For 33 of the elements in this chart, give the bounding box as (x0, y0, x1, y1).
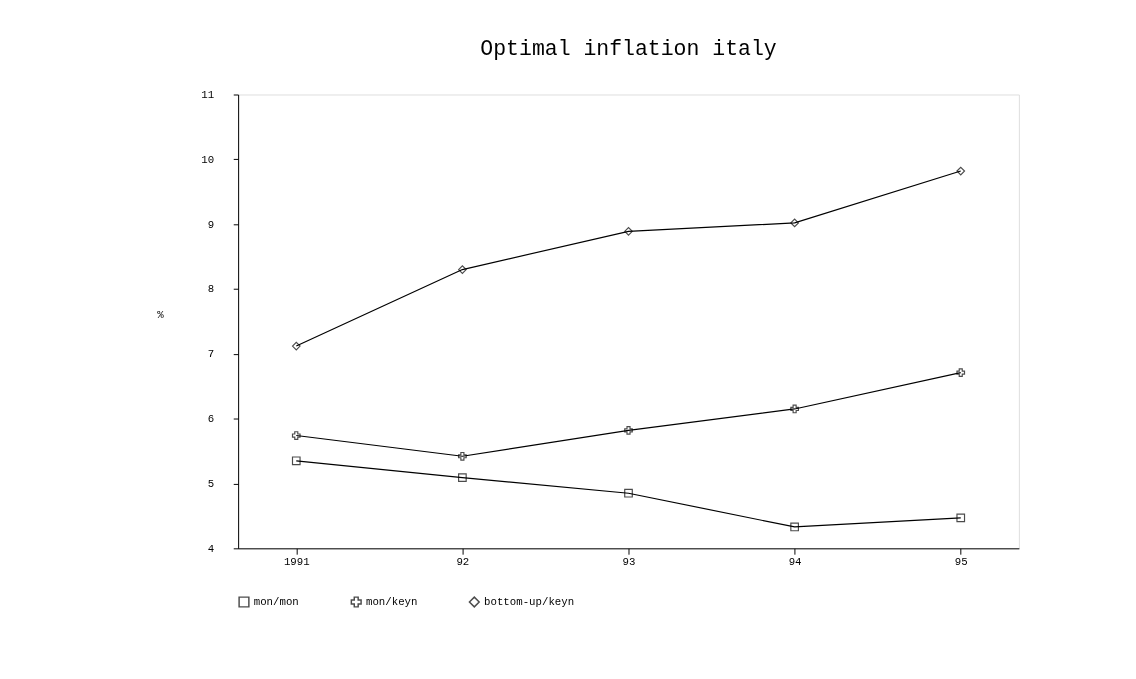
legend-label: mon/mon (253, 595, 299, 608)
point (956, 166, 966, 176)
point (458, 473, 467, 483)
point (458, 265, 467, 274)
point (291, 431, 301, 440)
y-tick-label: 6 (207, 413, 215, 426)
x-tick-label: 92 (456, 556, 470, 569)
point (790, 218, 799, 228)
point (624, 488, 633, 498)
y-tick-label: 9 (207, 218, 215, 231)
y-tick-label: 11 (201, 88, 215, 101)
legend-label: mon/keyn (365, 595, 418, 608)
y-tick-label: 7 (207, 348, 215, 361)
point (790, 404, 799, 414)
point (458, 451, 467, 461)
y-tick-label: 4 (207, 542, 215, 555)
x-tick-label: 1991 (283, 556, 310, 569)
point (291, 456, 301, 466)
point (956, 368, 966, 378)
y-axis-title: % (157, 308, 165, 321)
point (624, 226, 633, 236)
legend-label: bottom-up/keyn (484, 595, 575, 608)
x-tick-label: 93 (622, 556, 636, 569)
point (956, 513, 966, 523)
y-tick-label: 10 (201, 153, 215, 166)
point (790, 522, 799, 532)
chart-title: Optimal inflation italy (480, 36, 777, 61)
x-tick-label: 94 (788, 556, 802, 569)
x-tick-label: 95 (954, 556, 968, 569)
y-tick-label: 5 (207, 477, 215, 490)
y-tick-label: 8 (207, 283, 215, 296)
point (291, 341, 301, 351)
point (624, 425, 633, 435)
